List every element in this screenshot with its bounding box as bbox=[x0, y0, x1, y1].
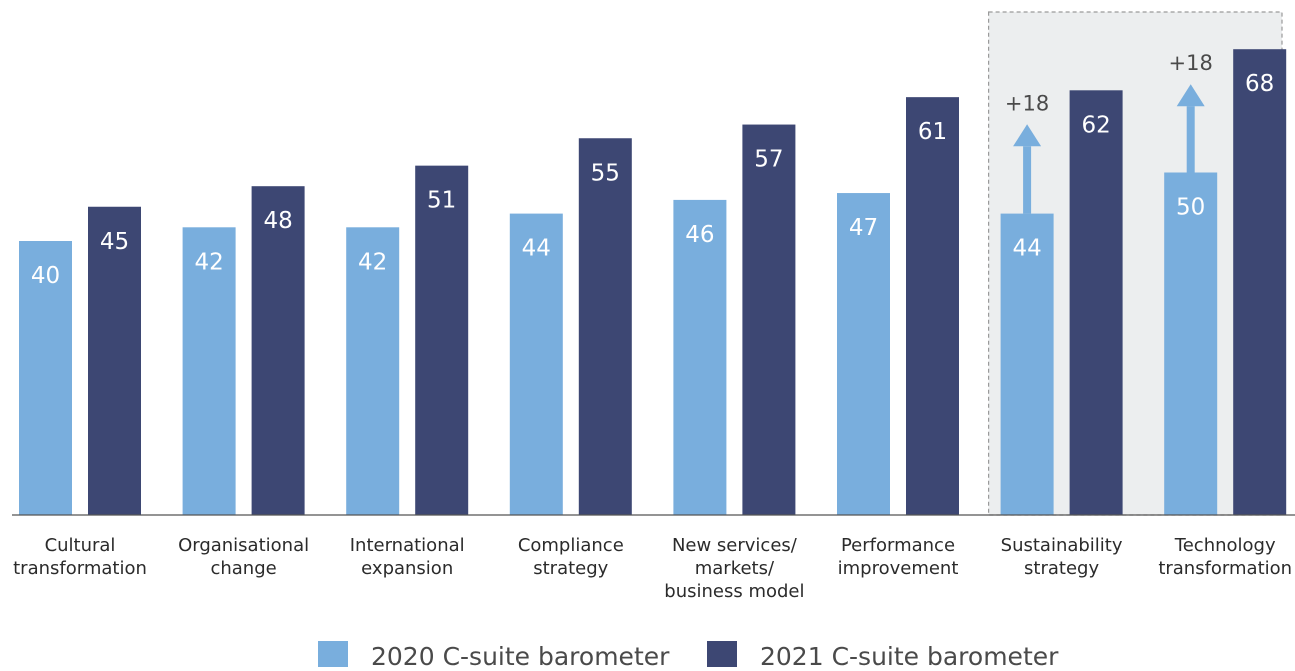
data-label-2021: 62 bbox=[1081, 112, 1110, 138]
legend-label-2021: 2021 C-suite barometer bbox=[760, 642, 1059, 667]
data-label-2021: 48 bbox=[263, 208, 292, 234]
category-label: expansion bbox=[361, 558, 453, 579]
data-label-2021: 61 bbox=[918, 119, 947, 145]
bar-2021 bbox=[1233, 49, 1287, 515]
data-label-2020: 44 bbox=[522, 236, 551, 262]
bar-2020 bbox=[19, 241, 72, 515]
bar-2020 bbox=[837, 193, 890, 516]
data-label-2020: 42 bbox=[194, 249, 223, 275]
bar-2021 bbox=[251, 186, 305, 515]
category-label: Cultural bbox=[45, 535, 116, 556]
bar-2020 bbox=[346, 227, 400, 516]
legend-swatch-2021 bbox=[707, 641, 737, 667]
bar-2021 bbox=[415, 165, 469, 515]
category-label: New services/ bbox=[672, 535, 798, 556]
data-label-2021: 51 bbox=[427, 188, 456, 214]
bar-2020 bbox=[1000, 213, 1054, 515]
category-label: Performance bbox=[841, 535, 955, 556]
data-label-2021: 57 bbox=[754, 147, 783, 173]
bar-2021 bbox=[742, 124, 796, 516]
data-label-2020: 44 bbox=[1012, 236, 1041, 262]
delta-label: +18 bbox=[1169, 51, 1213, 75]
category-label: strategy bbox=[533, 558, 608, 579]
data-label-2020: 42 bbox=[358, 249, 387, 275]
category-label: Sustainability bbox=[1001, 535, 1123, 556]
category-label: transformation bbox=[1158, 558, 1292, 579]
bar-2020 bbox=[673, 199, 727, 515]
data-label-2020: 47 bbox=[849, 215, 878, 241]
category-label: strategy bbox=[1024, 558, 1099, 579]
bar-2021 bbox=[1069, 90, 1123, 516]
data-label-2021: 68 bbox=[1245, 71, 1274, 97]
category-label: change bbox=[210, 558, 276, 579]
category-label: Technology bbox=[1174, 535, 1276, 556]
legend-swatch-2020 bbox=[318, 641, 348, 667]
delta-arrow-shaft bbox=[1186, 106, 1195, 173]
delta-arrow-head bbox=[1176, 84, 1205, 107]
bar-2020 bbox=[182, 227, 236, 516]
bar-2020 bbox=[509, 213, 563, 515]
category-label: Organisational bbox=[178, 535, 309, 556]
bar-2021 bbox=[88, 206, 141, 515]
data-label-2020: 46 bbox=[685, 222, 714, 248]
data-label-2020: 40 bbox=[31, 263, 60, 289]
bar-2021 bbox=[578, 138, 632, 515]
delta-arrow-shaft bbox=[1023, 146, 1032, 214]
delta-arrow-head bbox=[1013, 124, 1042, 147]
legend-label-2020: 2020 C-suite barometer bbox=[371, 642, 670, 667]
category-label: markets/ bbox=[695, 558, 775, 579]
bar-2021 bbox=[906, 97, 959, 516]
data-label-2021: 45 bbox=[100, 229, 129, 255]
data-label-2021: 55 bbox=[591, 160, 620, 186]
bar-2020 bbox=[1164, 172, 1218, 515]
data-label-2020: 50 bbox=[1176, 195, 1205, 221]
delta-label: +18 bbox=[1005, 91, 1049, 115]
category-label: transformation bbox=[13, 558, 147, 579]
category-label: improvement bbox=[838, 558, 959, 579]
category-label: Compliance bbox=[518, 535, 624, 556]
category-label: business model bbox=[664, 581, 804, 602]
category-label: International bbox=[350, 535, 465, 556]
